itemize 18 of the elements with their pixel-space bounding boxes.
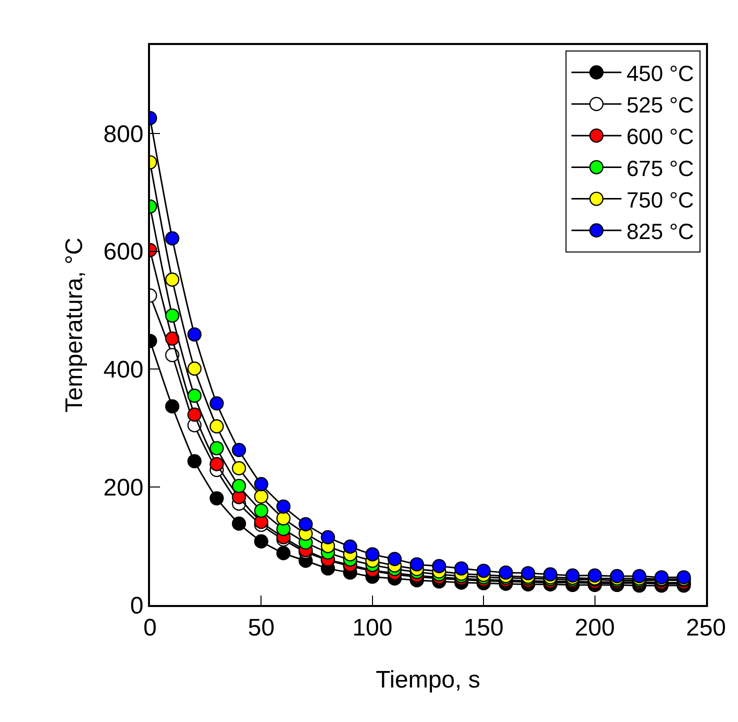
legend-label: 750 °C: [626, 187, 694, 212]
y-tick-label: 200: [103, 474, 144, 502]
legend-label: 825 °C: [626, 218, 694, 244]
y-tick-label: 600: [103, 238, 144, 266]
y-axis-title: Temperatura, °C: [61, 238, 88, 412]
legend-label: 450 °C: [626, 60, 694, 86]
y-tick-label: 400: [103, 356, 144, 384]
legend-label: 675 °C: [626, 156, 694, 181]
x-tick-label: 200: [574, 614, 615, 642]
legend-label: 525 °C: [626, 92, 694, 118]
x-tick-label: 250: [686, 614, 726, 642]
x-tick-label: 150: [464, 614, 504, 642]
y-tick-label: 0: [130, 592, 144, 620]
legend-label: 600 °C: [626, 124, 694, 150]
x-axis-title: Tiempo, s: [376, 666, 480, 694]
y-tick-label: 800: [103, 120, 144, 148]
x-tick-label: 100: [352, 614, 392, 642]
x-tick-label: 50: [248, 614, 275, 642]
